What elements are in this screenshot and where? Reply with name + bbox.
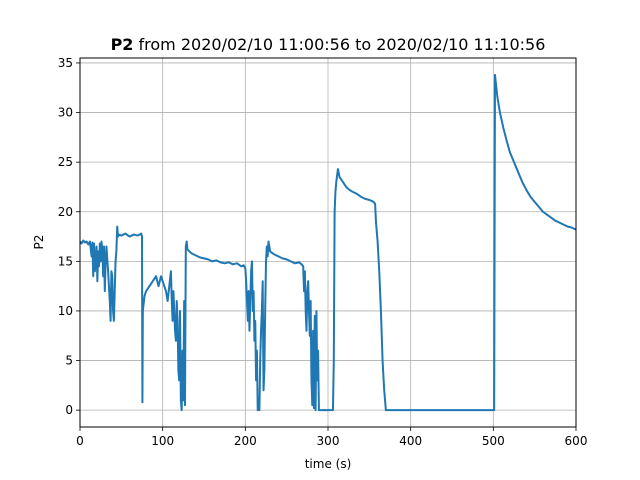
y-tick-label: 0 xyxy=(65,403,73,417)
x-tick-label: 200 xyxy=(234,434,257,448)
series-group xyxy=(79,73,577,412)
chart-title-bold: P2 xyxy=(111,35,134,54)
x-tick-label: 0 xyxy=(76,434,84,448)
series-line xyxy=(79,73,577,412)
x-axis-ticks: 0 100 200 300 400 500 600 xyxy=(76,427,587,448)
y-tick-label: 25 xyxy=(58,155,73,169)
x-tick-label: 300 xyxy=(317,434,340,448)
grid-lines xyxy=(79,58,577,427)
y-axis-label: P2 xyxy=(32,235,46,250)
y-tick-label: 30 xyxy=(58,106,73,120)
y-tick-label: 15 xyxy=(58,254,73,268)
y-tick-label: 35 xyxy=(58,56,73,70)
chart-title: P2 from 2020/02/10 11:00:56 to 2020/02/1… xyxy=(111,35,546,54)
y-tick-label: 5 xyxy=(65,354,73,368)
y-axis-ticks: 0 5 10 15 20 25 30 35 xyxy=(58,56,80,417)
x-tick-label: 600 xyxy=(565,434,588,448)
x-tick-label: 400 xyxy=(399,434,422,448)
y-tick-label: 10 xyxy=(58,304,73,318)
x-axis-label: time (s) xyxy=(305,457,352,471)
x-tick-label: 100 xyxy=(151,434,174,448)
chart-title-rest: from 2020/02/10 11:00:56 to 2020/02/10 1… xyxy=(133,35,545,54)
y-tick-label: 20 xyxy=(58,205,73,219)
x-tick-label: 500 xyxy=(482,434,505,448)
